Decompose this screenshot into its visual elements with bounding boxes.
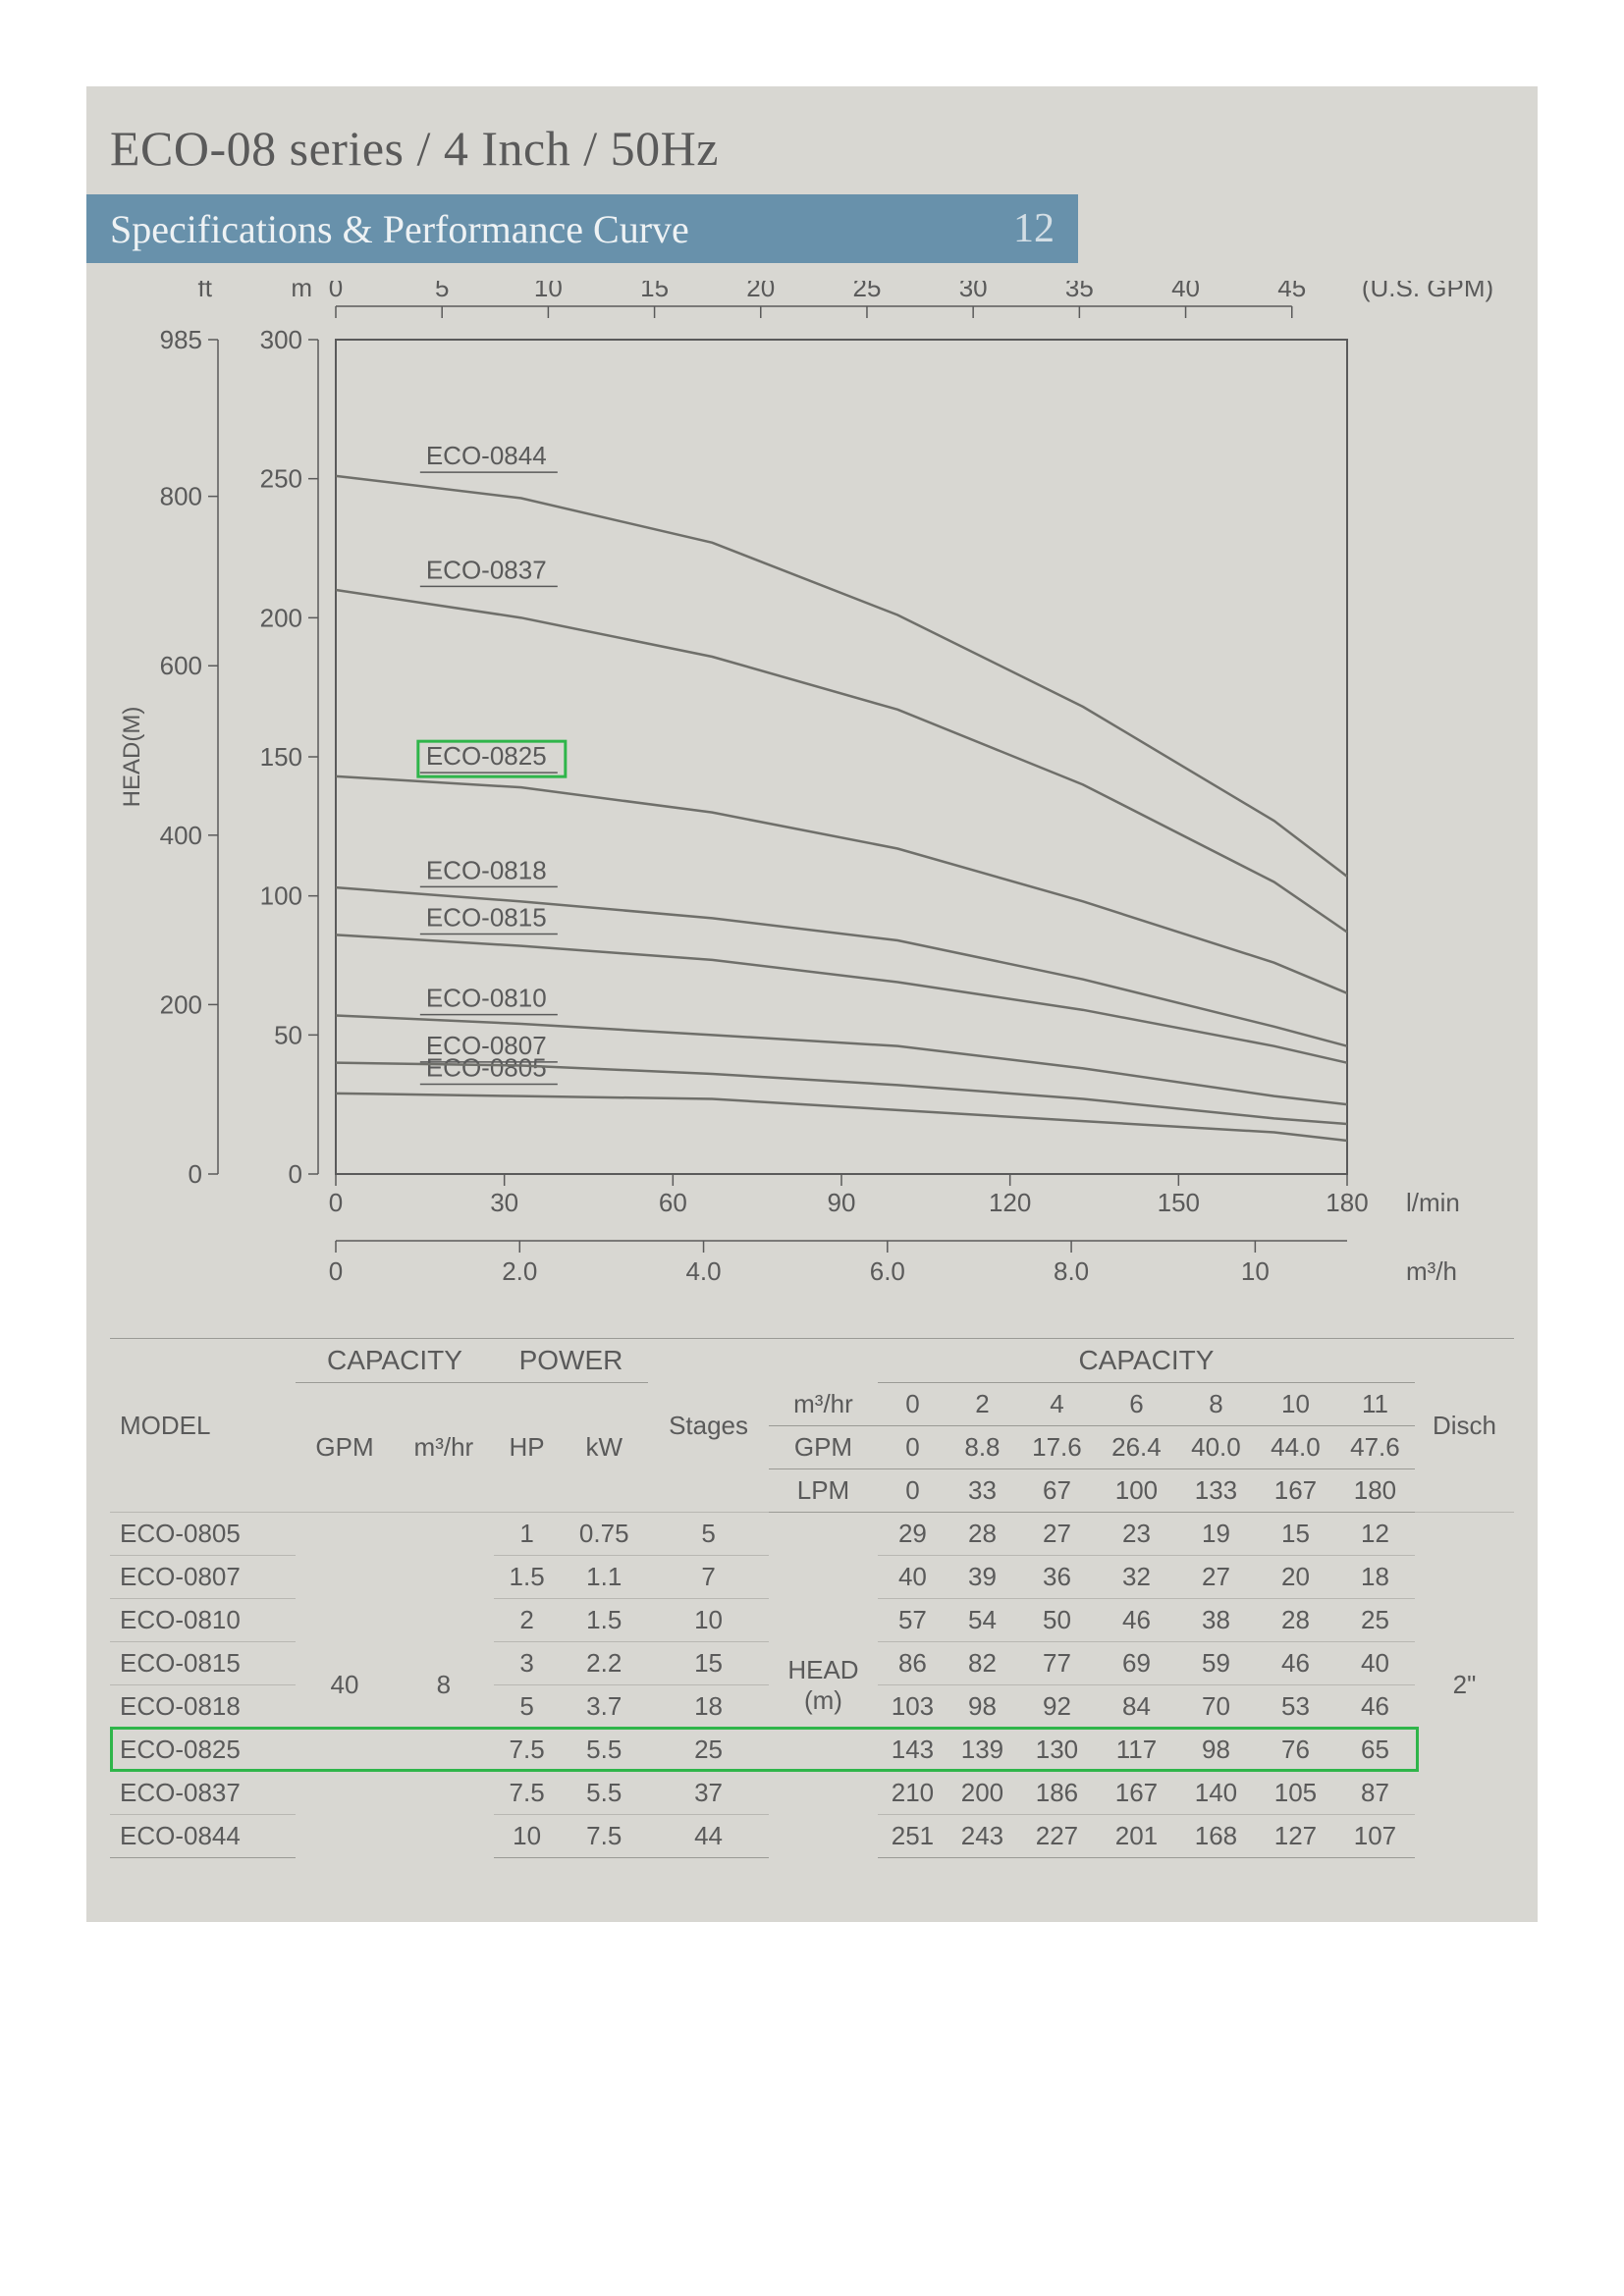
spec-sheet: ECO-08 series / 4 Inch / 50Hz Specificat… bbox=[86, 86, 1538, 1922]
svg-text:m: m bbox=[291, 281, 312, 302]
svg-text:30: 30 bbox=[490, 1188, 518, 1217]
svg-text:0: 0 bbox=[329, 281, 343, 302]
svg-text:10: 10 bbox=[1241, 1256, 1270, 1286]
svg-text:40: 40 bbox=[1171, 281, 1200, 302]
svg-text:4.0: 4.0 bbox=[685, 1256, 721, 1286]
svg-text:0: 0 bbox=[329, 1188, 343, 1217]
table-row: ECO-080540810.755HEAD(m)292827231915122" bbox=[110, 1513, 1514, 1556]
svg-text:HEAD(M): HEAD(M) bbox=[119, 707, 145, 808]
svg-text:ECO-0815: ECO-0815 bbox=[426, 903, 547, 933]
svg-text:30: 30 bbox=[959, 281, 988, 302]
svg-text:250: 250 bbox=[260, 464, 302, 494]
svg-text:0: 0 bbox=[189, 1159, 202, 1189]
svg-text:0: 0 bbox=[329, 1256, 343, 1286]
spec-table: MODELCAPACITYPOWERStagesCAPACITYDischGPM… bbox=[110, 1338, 1514, 1858]
svg-text:800: 800 bbox=[160, 482, 202, 511]
subtitle-text: Specifications & Performance Curve bbox=[110, 206, 689, 252]
svg-text:m³/h: m³/h bbox=[1406, 1256, 1457, 1286]
svg-text:200: 200 bbox=[260, 603, 302, 632]
svg-text:150: 150 bbox=[260, 742, 302, 772]
svg-text:400: 400 bbox=[160, 821, 202, 850]
svg-text:20: 20 bbox=[746, 281, 775, 302]
svg-text:ECO-0825: ECO-0825 bbox=[426, 741, 547, 771]
svg-text:0: 0 bbox=[289, 1159, 302, 1189]
svg-text:l/min: l/min bbox=[1406, 1188, 1460, 1217]
svg-text:180: 180 bbox=[1326, 1188, 1368, 1217]
svg-text:90: 90 bbox=[828, 1188, 856, 1217]
svg-text:15: 15 bbox=[640, 281, 669, 302]
svg-text:10: 10 bbox=[534, 281, 563, 302]
svg-text:300: 300 bbox=[260, 325, 302, 354]
svg-text:60: 60 bbox=[659, 1188, 687, 1217]
svg-text:35: 35 bbox=[1065, 281, 1094, 302]
svg-text:200: 200 bbox=[160, 989, 202, 1019]
subtitle-bar: Specifications & Performance Curve 12 bbox=[86, 194, 1078, 263]
svg-text:(U.S. GPM): (U.S. GPM) bbox=[1362, 281, 1493, 302]
svg-text:ECO-0844: ECO-0844 bbox=[426, 441, 547, 470]
svg-text:120: 120 bbox=[989, 1188, 1031, 1217]
svg-text:25: 25 bbox=[853, 281, 882, 302]
svg-text:ECO-0837: ECO-0837 bbox=[426, 555, 547, 584]
svg-text:985: 985 bbox=[160, 325, 202, 354]
svg-text:5: 5 bbox=[435, 281, 449, 302]
svg-text:ECO-0807: ECO-0807 bbox=[426, 1031, 547, 1060]
svg-text:6.0: 6.0 bbox=[870, 1256, 905, 1286]
svg-text:150: 150 bbox=[1158, 1188, 1200, 1217]
svg-text:100: 100 bbox=[260, 881, 302, 911]
spec-table-wrap: MODELCAPACITYPOWERStagesCAPACITYDischGPM… bbox=[110, 1338, 1514, 1858]
svg-text:ft: ft bbox=[198, 281, 213, 302]
svg-text:2.0: 2.0 bbox=[502, 1256, 537, 1286]
svg-text:ECO-0818: ECO-0818 bbox=[426, 855, 547, 884]
svg-text:45: 45 bbox=[1277, 281, 1306, 302]
svg-text:8.0: 8.0 bbox=[1054, 1256, 1089, 1286]
page-title: ECO-08 series / 4 Inch / 50Hz bbox=[110, 120, 719, 177]
svg-text:50: 50 bbox=[274, 1020, 302, 1049]
svg-text:ECO-0810: ECO-0810 bbox=[426, 984, 547, 1013]
svg-text:600: 600 bbox=[160, 651, 202, 680]
performance-chart: 051015202530354045(U.S. GPM)050100150200… bbox=[110, 281, 1514, 1321]
page-number: 12 bbox=[1013, 205, 1055, 252]
